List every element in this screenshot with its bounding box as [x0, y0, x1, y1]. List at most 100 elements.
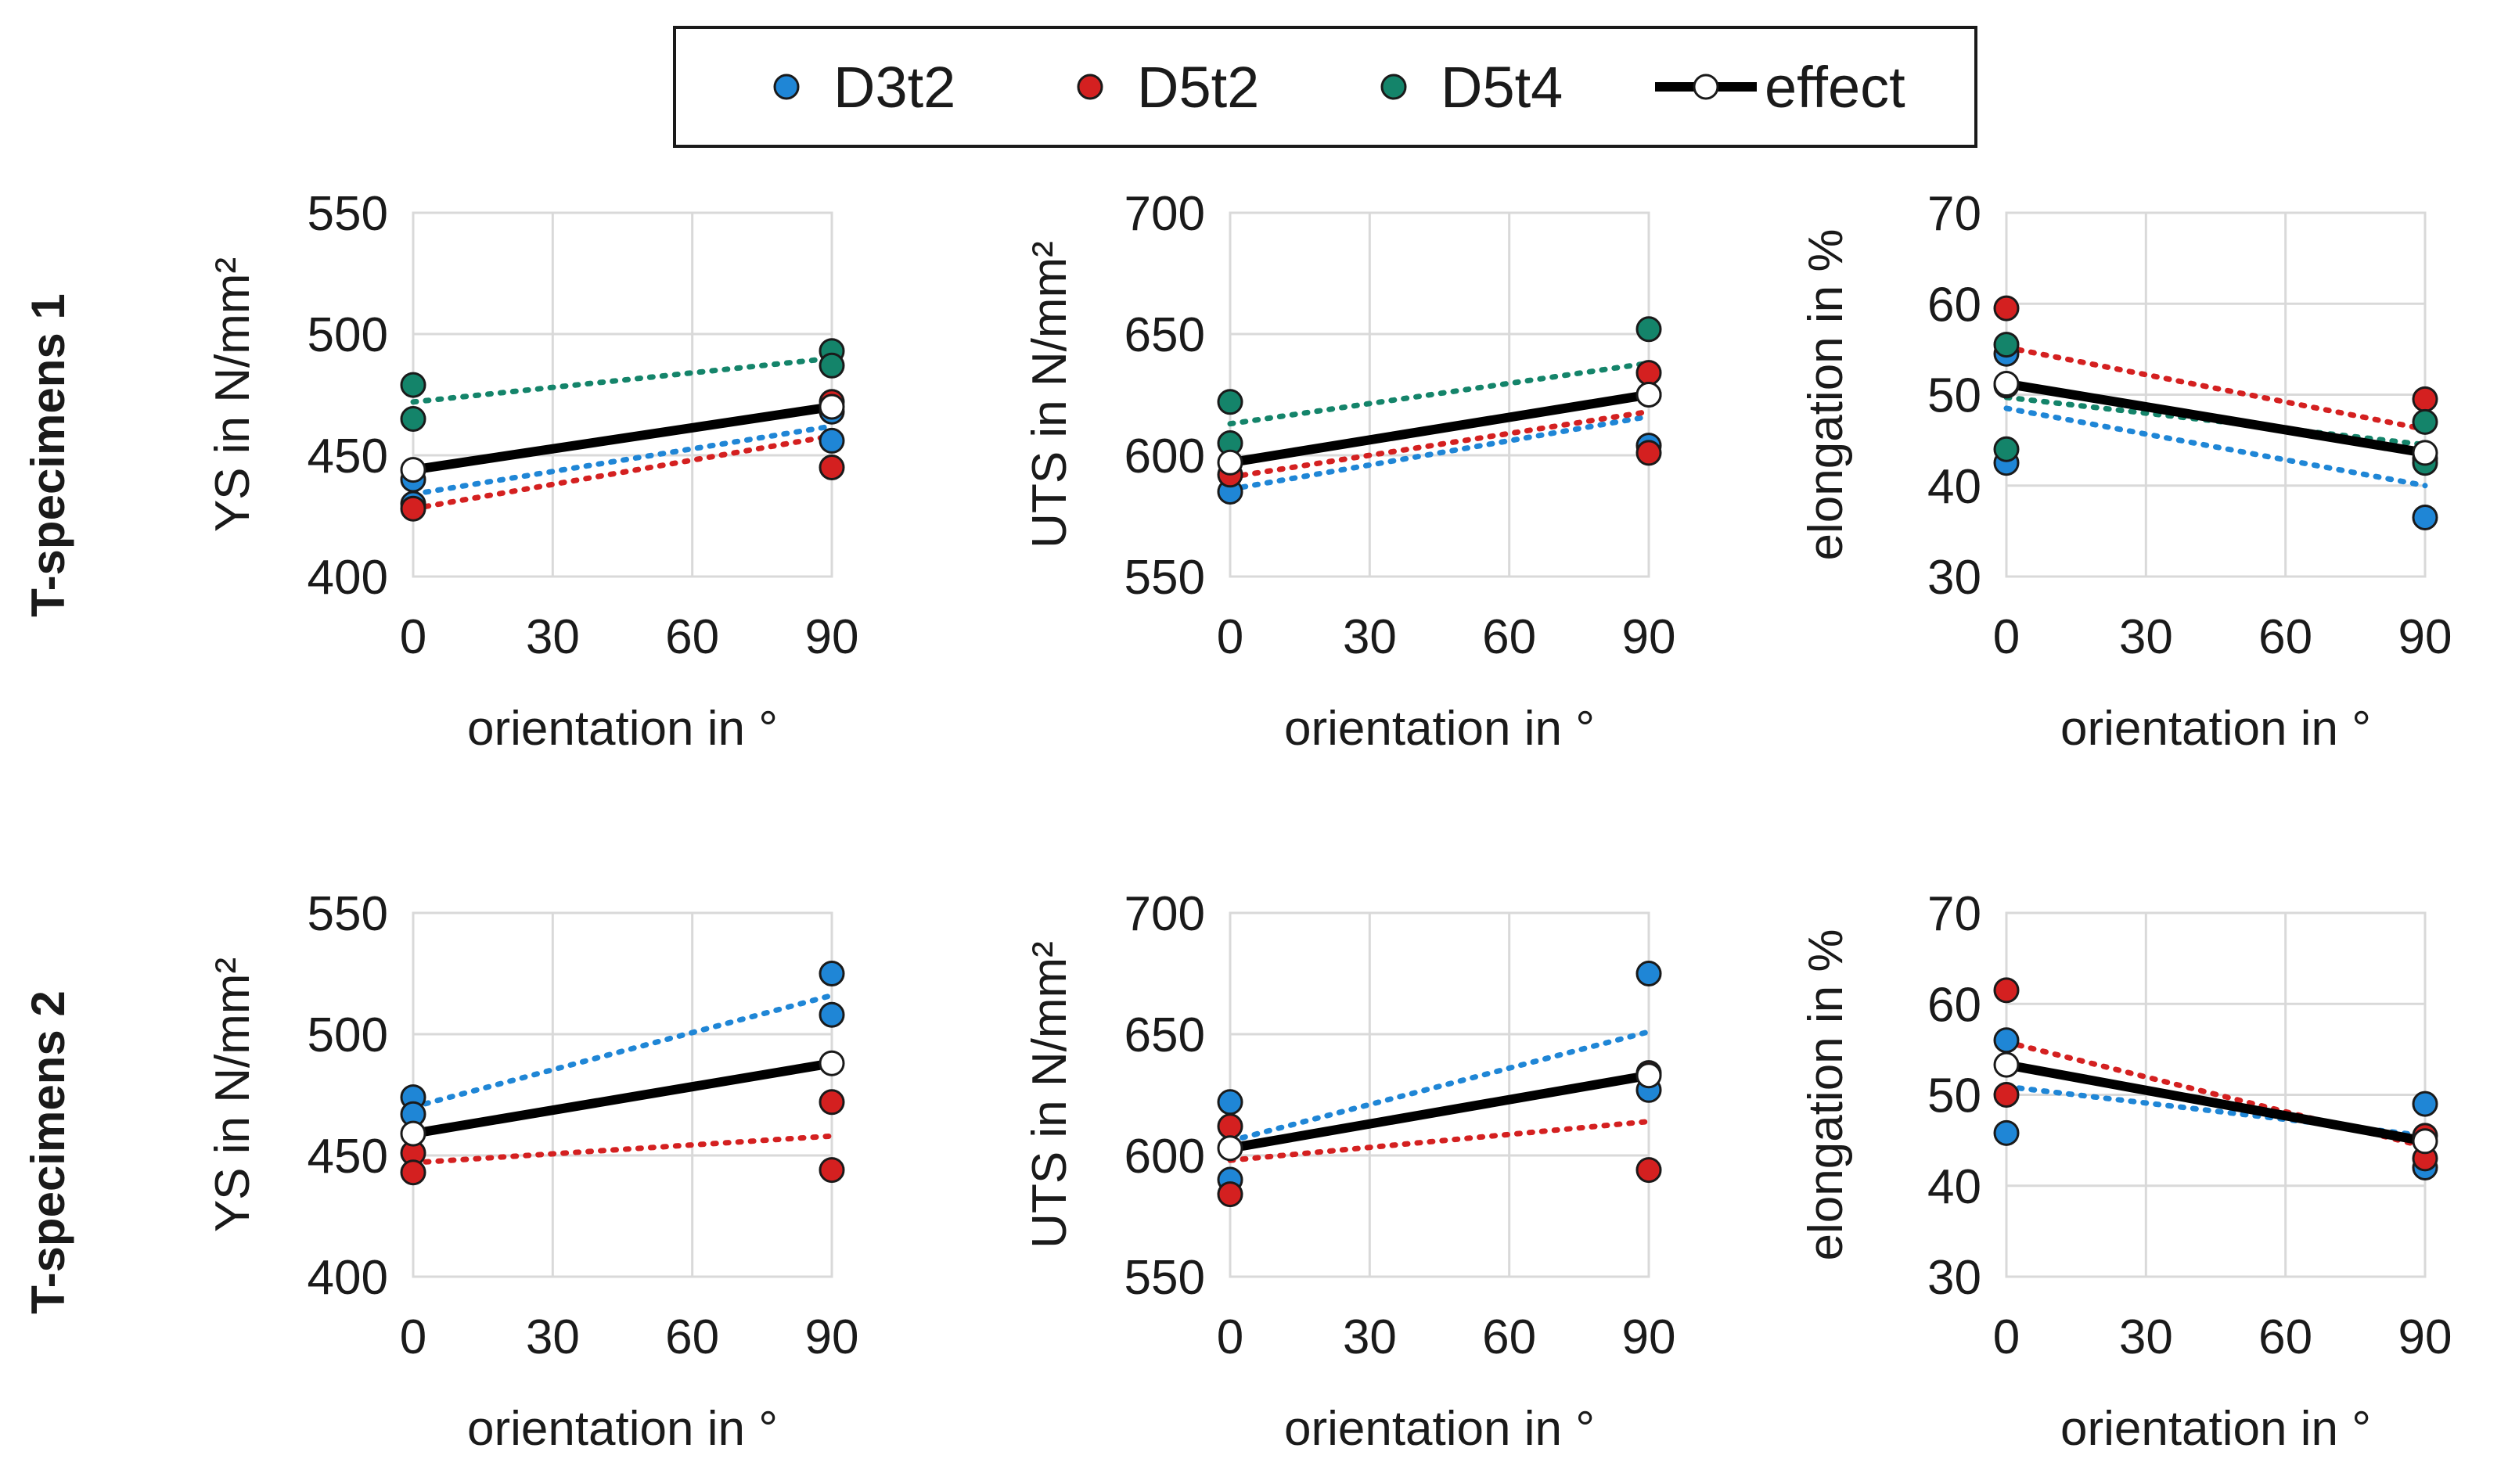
point-d5t4	[400, 406, 426, 432]
legend-marker-d5t4	[1380, 74, 1407, 100]
y-tick-label: 70	[1927, 887, 1981, 941]
legend-label-effect: effect	[1765, 55, 1905, 120]
trend-line-d5t2	[410, 433, 835, 512]
x-tick-label: 30	[2119, 1310, 2173, 1364]
x-tick-label: 30	[1343, 1310, 1397, 1364]
y-tick-label: 30	[1927, 1251, 1981, 1305]
row-labels: T-specimens 1 T-specimens 2	[22, 293, 74, 1314]
y-tick-label: 550	[308, 887, 388, 941]
x-tick-label: 0	[1217, 610, 1243, 664]
x-tick-label: 0	[1993, 1310, 2020, 1364]
effect-point	[819, 393, 845, 420]
x-tick-label: 90	[1622, 1310, 1676, 1364]
trend-line-d3t2	[2003, 405, 2428, 489]
legend-label-d3t2: D3t2	[833, 55, 955, 120]
x-axis-label: orientation in °	[1284, 1402, 1595, 1456]
effect-point	[1635, 1062, 1662, 1089]
effect-point	[1993, 371, 2020, 397]
effect-line	[1225, 1070, 1653, 1153]
x-axis-label: orientation in °	[467, 1402, 778, 1456]
effect-line	[1225, 390, 1653, 468]
x-tick-label: 60	[665, 610, 719, 664]
y-tick-label: 40	[1927, 1160, 1981, 1214]
y-axis-label: UTS in N/mm²	[1023, 241, 1077, 548]
legend-frame	[673, 26, 1977, 148]
legend-effect-marker	[1693, 74, 1719, 100]
x-tick-label: 30	[526, 1310, 580, 1364]
y-tick-label: 500	[308, 308, 388, 362]
y-tick-label: 550	[308, 187, 388, 241]
row-label-1: T-specimens 1	[22, 293, 74, 617]
point-d5t4	[1993, 436, 2020, 462]
trend-line-d5t2	[410, 1133, 835, 1166]
trend-line-d5t2	[1227, 1119, 1652, 1163]
effect-line	[2002, 1060, 2430, 1146]
trend-line-d3t2	[410, 423, 835, 498]
point-d5t2	[400, 1159, 426, 1186]
x-tick-label: 90	[1622, 610, 1676, 664]
y-tick-label: 650	[1124, 308, 1205, 362]
effect-point	[819, 1050, 845, 1076]
y-tick-label: 60	[1927, 278, 1981, 332]
effect-point	[2412, 1128, 2438, 1155]
point-d5t2	[1217, 1181, 1243, 1208]
chart-5: 0 30 60 90 550 600 650 700 orientation in ° UTS i…	[1023, 887, 1675, 1456]
legend-label-d5t2: D5t2	[1137, 55, 1259, 120]
effect-line	[408, 1058, 837, 1139]
point-d3t2	[2412, 1091, 2438, 1117]
effect-point	[1993, 1051, 2020, 1078]
point-d5t2	[1993, 977, 2020, 1004]
point-d5t2	[819, 1157, 845, 1184]
trend-line-d3t2	[410, 992, 835, 1110]
y-tick-label: 700	[1124, 887, 1205, 941]
effect-point	[400, 1120, 426, 1147]
effect-line	[2002, 379, 2430, 458]
point-d5t2	[819, 1089, 845, 1116]
y-axis-label: elongation in %	[1799, 929, 1853, 1261]
legend-marker-d3t2	[773, 74, 800, 100]
point-d5t2	[1993, 1082, 2020, 1108]
trend-line-d5t4	[1227, 360, 1652, 427]
row-label-2: T-specimens 2	[22, 990, 74, 1314]
x-axis-label: orientation in °	[1284, 702, 1595, 756]
point-d3t2	[1635, 961, 1662, 986]
point-d5t4	[1993, 332, 2020, 358]
y-tick-label: 650	[1124, 1008, 1205, 1062]
y-tick-label: 550	[1124, 1251, 1205, 1305]
y-tick-label: 400	[308, 1251, 388, 1305]
effect-line	[408, 402, 837, 475]
x-tick-label: 30	[526, 610, 580, 664]
chart-4: 0 30 60 90 400 450 500 550 orientation in ° YS in…	[206, 887, 858, 1456]
x-tick-label: 90	[805, 1310, 859, 1364]
x-tick-label: 0	[400, 610, 426, 664]
point-d5t2	[819, 455, 845, 480]
y-axis-label: UTS in N/mm²	[1023, 941, 1077, 1249]
x-tick-label: 0	[400, 1310, 426, 1364]
y-tick-label: 30	[1927, 551, 1981, 605]
point-d3t2	[819, 1001, 845, 1028]
y-tick-label: 550	[1124, 551, 1205, 605]
x-tick-label: 90	[805, 610, 859, 664]
point-d5t4	[400, 372, 426, 398]
point-d3t2	[1217, 1089, 1243, 1116]
point-d5t4	[819, 352, 845, 379]
point-d3t2	[819, 961, 845, 986]
point-d3t2	[819, 427, 845, 454]
y-tick-label: 50	[1927, 1069, 1981, 1123]
y-tick-label: 50	[1927, 369, 1981, 423]
point-d5t4	[1635, 316, 1662, 343]
y-tick-label: 700	[1124, 187, 1205, 241]
point-d3t2	[2412, 504, 2438, 530]
trend-line-d3t2	[1227, 413, 1652, 492]
y-tick-label: 40	[1927, 460, 1981, 514]
legend: D3t2 D5t2 D5t4 effect	[673, 26, 1977, 148]
y-axis-label: YS in N/mm²	[206, 958, 260, 1232]
point-d5t2	[400, 495, 426, 522]
point-d5t2	[1635, 1157, 1662, 1184]
y-tick-label: 600	[1124, 1130, 1205, 1184]
plot-area	[1229, 911, 1650, 1278]
trend-line-d3t2	[1227, 1029, 1652, 1144]
effect-point	[400, 457, 426, 483]
